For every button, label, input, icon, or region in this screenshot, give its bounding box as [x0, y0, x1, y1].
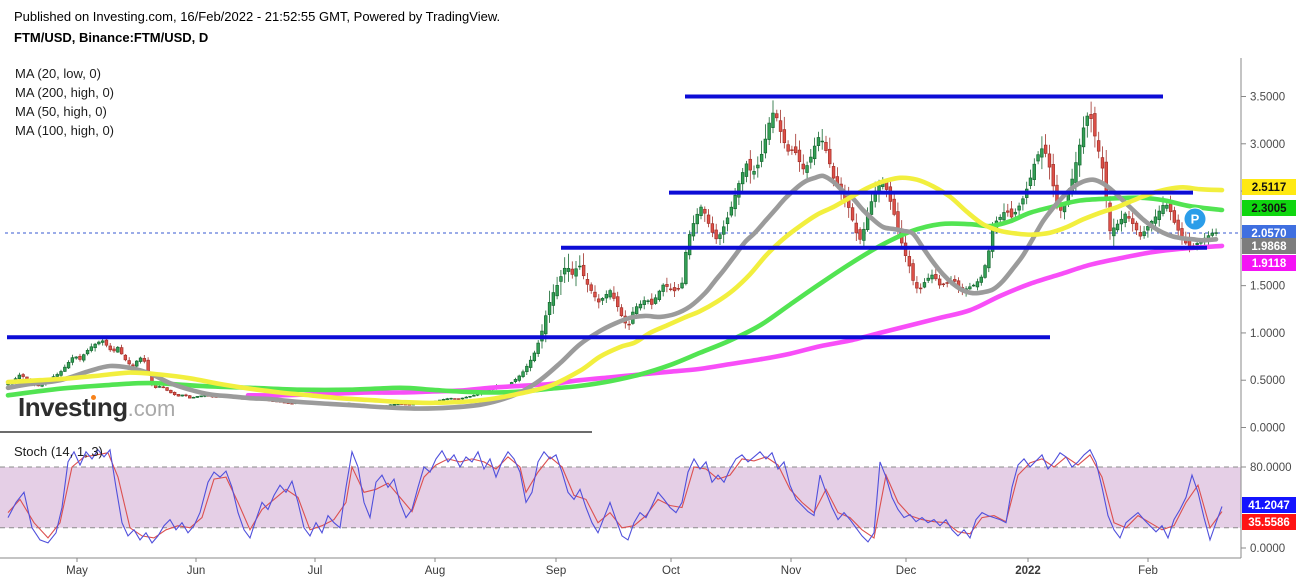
published-line: Published on Investing.com, 16/Feb/2022 … — [14, 9, 501, 24]
investing-logo-brand: Investı ng — [18, 392, 128, 422]
stoch-pane — [0, 448, 1241, 544]
ma100-price-badge: 2.3005 — [1242, 200, 1296, 216]
ma-legend-item-20-low: MA (20, low, 0) — [15, 66, 101, 81]
time-tick-label-jul: Jul — [308, 565, 323, 577]
logo-orange-dot — [91, 395, 97, 400]
symbol-title: FTM/USD, Binance:FTM/USD, D — [14, 30, 209, 45]
svg-text:2.0570: 2.0570 — [1251, 228, 1286, 240]
stoch-tick-label: 80.0000 — [1250, 462, 1292, 474]
price-tick-label: 3.0000 — [1250, 139, 1285, 151]
investing-logo-suffix: .com — [127, 396, 176, 421]
price-tick-label: 1.0000 — [1250, 328, 1285, 340]
ma50-price-badge: 2.5117 — [1242, 179, 1296, 195]
time-tick-label-sep: Sep — [546, 565, 566, 577]
time-tick-label-jun: Jun — [187, 565, 206, 577]
stoch-k-line — [7, 448, 1223, 544]
axes: 3.50003.00002.50002.00001.50001.00000.50… — [0, 58, 1292, 577]
ma-20-line — [5, 173, 1219, 411]
svg-text:35.5586: 35.5586 — [1248, 517, 1290, 529]
ma-legend-item-200-high: MA (200, high, 0) — [15, 85, 114, 100]
stoch-d-badge: 35.5586 — [1242, 514, 1296, 530]
price-tick-label: 0.0000 — [1250, 423, 1285, 435]
time-tick-label-aug: Aug — [425, 565, 445, 577]
stoch-d-line — [7, 452, 1223, 539]
svg-text:1.9118: 1.9118 — [1252, 258, 1287, 270]
svg-text:1.9868: 1.9868 — [1251, 241, 1287, 253]
p-marker[interactable]: P — [1183, 207, 1207, 231]
stoch-tick-label: 0.0000 — [1250, 543, 1285, 555]
price-tick-label: 3.5000 — [1250, 92, 1285, 104]
time-tick-label-nov: Nov — [781, 565, 802, 577]
ma-50-line — [5, 175, 1225, 406]
price-tick-label: 1.5000 — [1250, 281, 1285, 293]
svg-text:2.5117: 2.5117 — [1252, 182, 1287, 194]
p-marker-letter: P — [1191, 212, 1200, 227]
time-tick-label-feb: Feb — [1138, 565, 1158, 577]
price-tick-label: 0.5000 — [1250, 375, 1285, 387]
stoch-k-badge: 41.2047 — [1242, 497, 1296, 513]
ma-legend-item-50-high: MA (50, high, 0) — [15, 104, 107, 119]
stoch-indicator-label: Stoch (14, 1, 3) — [14, 444, 103, 459]
ma20-price-badge: 1.9868 — [1242, 238, 1296, 254]
ma200-price-badge: 1.9118 — [1242, 255, 1296, 271]
time-tick-label-may: May — [66, 565, 88, 577]
time-tick-label-2022: 2022 — [1015, 565, 1041, 577]
investing-logo: Investı ng.com — [18, 392, 175, 423]
ma-legend: MA (20, low, 0) MA (200, high, 0) MA (50… — [15, 64, 114, 140]
svg-text:41.2047: 41.2047 — [1248, 500, 1290, 512]
svg-text:2.3005: 2.3005 — [1251, 203, 1287, 215]
ma-200-line — [245, 243, 1225, 398]
stoch-band — [0, 467, 1241, 528]
ma-legend-item-100-high: MA (100, high, 0) — [15, 123, 114, 138]
time-tick-label-dec: Dec — [896, 565, 917, 577]
current-price-badge: 2.0570 — [1242, 225, 1296, 241]
time-tick-label-oct: Oct — [662, 565, 681, 577]
